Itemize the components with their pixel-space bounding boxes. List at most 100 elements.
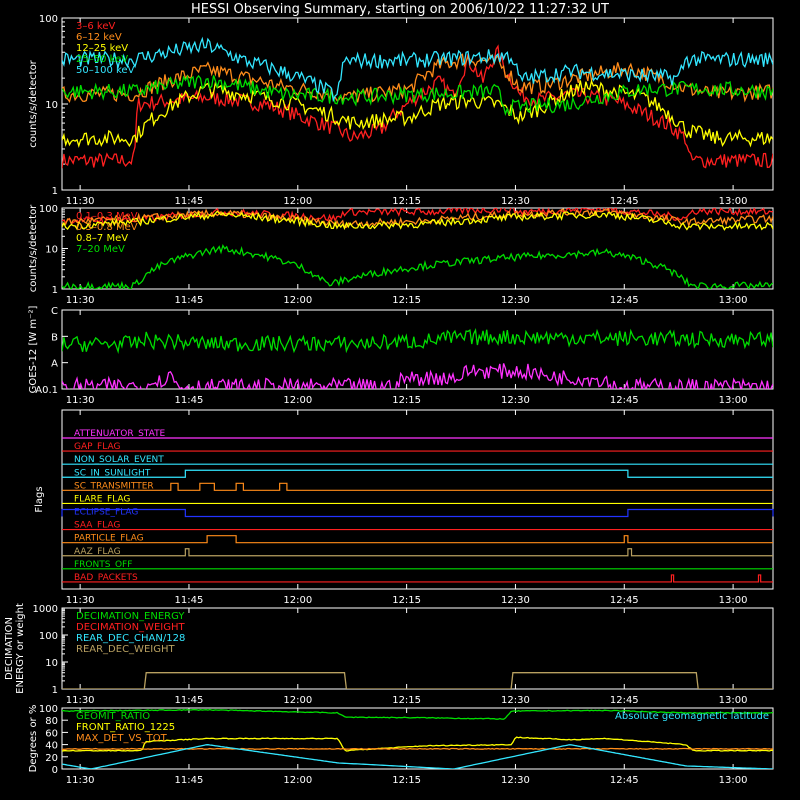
legend-entry: DECIMATION_WEIGHT [76,622,185,633]
x-tick-label: 11:30 [66,695,95,706]
y-axis-label: counts/s/detector [28,59,39,147]
y-tick-label: 20 [45,753,58,764]
series-line-3 [62,672,773,689]
legend-entry: 0.8–7 MeV [76,233,128,244]
legend-entry: ATTENUATOR_STATE [74,429,166,439]
series-line-3 [62,744,773,769]
series-line-3 [62,74,773,117]
panel-lightcurves-low: 11:30 11:45 12:00 12:15 12:30 12:45 13:00 1 10 10… [28,14,774,207]
x-tick-label: 11:45 [175,196,204,207]
x-tick-label: 13:00 [719,295,748,306]
x-tick-label: 13:00 [719,695,748,706]
y-tick-label: 1 [52,186,58,197]
panel-goes: 11:30 11:45 12:00 12:15 12:30 12:45 13:00 A0.1 A… [28,306,774,406]
legend-entry: REAR_DEC_WEIGHT [76,644,175,655]
x-tick-label: 12:15 [392,775,421,786]
flag-line-bad_packets [62,574,773,583]
panels: 11:30 11:45 12:00 12:15 12:30 12:45 13:0011010… [4,14,774,786]
y-tick-label: 100 [39,204,58,215]
x-tick-label: 11:30 [66,595,95,606]
flag-line-particle_flag [62,535,773,544]
series-line-0 [62,44,773,169]
legend-entry: SAA_FLAG [74,521,120,531]
legend-entry: 12–25 keV [76,43,128,54]
flag-line-aaz_flag [62,548,773,557]
flag-line-eclipse_flag [61,508,774,518]
legend-entry: NON_SOLAR_EVENT [74,455,164,465]
y-tick-label: C [51,306,58,317]
legend-entry: REAR_DEC_CHAN/128 [76,633,185,644]
legend-entry: 25–50 keV [76,54,128,65]
y-tick-label: 10 [45,658,58,669]
x-tick-label: 12:30 [501,395,530,406]
flag-line-sc_transmitter [62,482,773,491]
panel-lightcurves-high: 11:30 11:45 12:00 12:15 12:30 12:45 13:00 1 10 10… [28,204,774,306]
x-tick-label: 11:45 [175,775,204,786]
legend-entry: FRONT_RATIO_1225 [76,722,175,733]
x-tick-label: 12:15 [392,196,421,207]
legend-entry: 6–12 keV [76,32,122,43]
y-axis-label: counts/s/detector [28,204,39,292]
y-axis-label: Flags [34,486,45,512]
y-tick-label: 100 [39,704,58,715]
y-axis-label: DECIMATION [4,617,15,680]
x-tick-label: 12:00 [283,196,312,207]
legend-entry: SC_TRANSMITTER [74,481,154,491]
x-tick-label: 11:30 [66,775,95,786]
series-line-2 [62,210,773,231]
legend-entry: PARTICLE_FLAG [74,534,144,544]
x-tick-label: 13:00 [719,196,748,207]
x-tick-label: 12:45 [610,295,639,306]
x-tick-label: 12:30 [501,196,530,207]
legend-entry: DECIMATION_ENERGY [76,611,185,622]
x-tick-label: 12:00 [283,295,312,306]
series-group [62,672,773,689]
y-tick-label: 1 [52,285,58,296]
series-group [62,36,773,169]
y-axis-label: ENERGY or weight [15,603,26,694]
legend-entry: 3–6 keV [76,21,115,32]
x-tick-label: 12:15 [392,695,421,706]
x-tick-label: 11:30 [66,196,95,207]
y-tick-label: A0.1 [35,385,58,396]
y-axis-label: GOES-12 [W m⁻²] [28,306,39,394]
legend-entry: 7–20 MeV [76,244,125,255]
x-tick-label: 12:15 [392,595,421,606]
flag-line-sc_in_sunlight [62,469,773,478]
y-tick-label: 80 [45,716,58,727]
x-tick-label: 11:45 [175,595,204,606]
panel-frame [61,409,774,590]
legend-entry: FRONTS_OFF [74,560,132,570]
x-tick-label: 12:45 [610,775,639,786]
x-tick-label: 13:00 [719,595,748,606]
x-tick-label: 12:45 [610,695,639,706]
y-tick-label: 0 [52,765,58,776]
x-tick-label: 12:45 [610,395,639,406]
x-tick-label: 12:00 [283,695,312,706]
y-tick-label: 1 [52,685,58,696]
y-tick-label: A [51,359,58,370]
legend-entry: 0.1–0.3 MeV [76,211,138,222]
panel-flags: 11:30 11:45 12:00 12:15 12:30 12:45 13:00 Flags… [34,409,774,606]
panel-decimation: 11:30 11:45 12:00 12:15 12:30 12:45 13:00 1 10 10… [4,603,774,706]
series-line-1 [62,53,773,103]
x-tick-label: 13:00 [719,395,748,406]
x-tick-label: 11:30 [66,295,95,306]
legend-entry: GEOMIT_RATIO [76,711,150,722]
legend-entry: MAX_DET_VS_TOT [76,733,168,744]
series-group [62,708,773,769]
series-line-1 [62,208,773,229]
y-tick-label: B [51,332,58,343]
y-tick-label: 60 [45,728,58,739]
annotation: Absolute geomagnetic latitude [615,711,769,722]
x-tick-label: 12:00 [283,775,312,786]
series-line-4 [62,36,773,103]
legend-entry: SC_IN_SUNLIGHT [74,468,151,478]
series-line-0 [62,328,773,354]
series-line-2 [62,747,773,751]
y-tick-label: 100 [39,631,58,642]
series-line-1 [62,363,773,389]
y-tick-label: 10 [45,100,58,111]
x-tick-label: 12:45 [610,196,639,207]
series-group [62,208,773,289]
